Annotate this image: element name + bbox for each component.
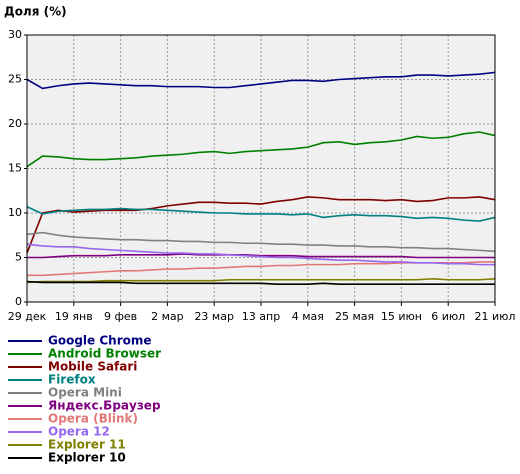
line (26, 243, 495, 266)
x-tick-label: 6 июл (431, 310, 465, 323)
y-tick-label: 25 (8, 73, 22, 86)
legend-label: Explorer 11 (48, 438, 126, 452)
legend-label: Opera Mini (48, 386, 122, 400)
x-tick-label: 21 июл (475, 310, 516, 323)
x-tick-label: 19 янв (55, 310, 93, 323)
legend-label: Яндекс.Браузер (48, 399, 161, 413)
line (26, 206, 496, 222)
legend-label: Android Browser (48, 347, 161, 361)
y-tick-label: 20 (8, 117, 22, 130)
chart-title: Доля (%) (4, 5, 67, 19)
y-tick-label: 0 (15, 295, 22, 308)
line (26, 278, 496, 284)
y-tick-label: 30 (8, 28, 22, 41)
x-tick-label: 9 фев (104, 310, 137, 323)
y-tick-label: 15 (8, 162, 22, 175)
x-tick-label: 4 мая (292, 310, 324, 323)
y-tick-label: 5 (15, 251, 22, 264)
line (26, 71, 496, 90)
legend-label: Google Chrome (48, 334, 152, 348)
plot-border (26, 34, 496, 303)
line (26, 280, 495, 285)
x-tick-label: 2 мар (151, 310, 184, 323)
legend-label: Firefox (48, 373, 96, 387)
legend-label: Opera (Blink) (48, 412, 138, 426)
line (26, 131, 496, 168)
legend-label: Mobile Safari (48, 360, 137, 374)
line (27, 253, 495, 259)
x-tick-label: 15 июн (381, 310, 422, 323)
x-tick-label: 13 апр (242, 310, 280, 323)
legend-label: Opera 12 (48, 425, 110, 439)
line (26, 231, 496, 253)
y-tick-label: 10 (8, 206, 22, 219)
line (26, 196, 496, 254)
x-tick-label: 23 мар (194, 310, 234, 323)
x-tick-label: 29 дек (8, 310, 47, 323)
legend-label: Explorer 10 (48, 451, 126, 465)
x-tick-label: 25 мая (335, 310, 374, 323)
